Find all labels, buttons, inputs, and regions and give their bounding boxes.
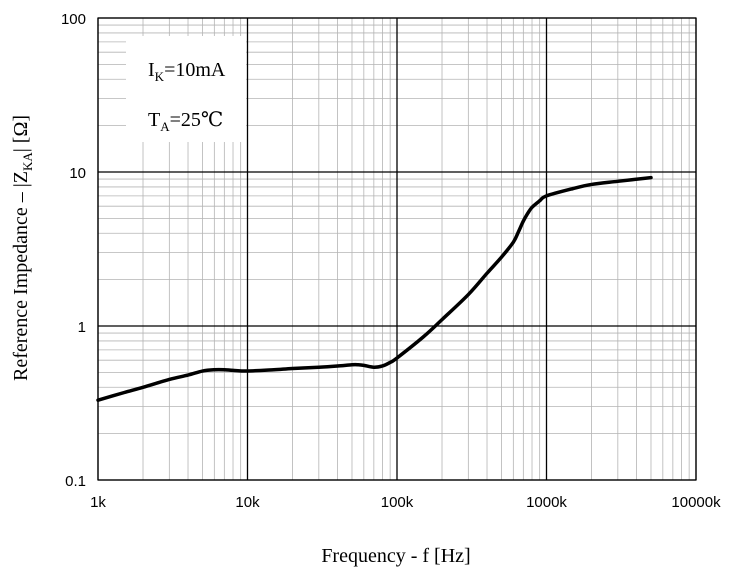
x-tick-label: 1000k	[526, 494, 567, 511]
plot-frame	[97, 17, 697, 481]
annotation-temperature: TA=25℃	[148, 109, 223, 134]
impedance-curve	[96, 175, 653, 402]
x-tick-label: 100k	[381, 494, 414, 511]
x-tick-label: 10k	[235, 494, 260, 511]
y-tick-label: 10	[69, 165, 86, 182]
x-axis-title: Frequency - f [Hz]	[321, 545, 470, 567]
x-tick-label: 1k	[90, 494, 106, 511]
annotation-current: IK=10mA	[148, 59, 226, 84]
y-axis-title: Reference Impedance – |ZKA| [Ω]	[10, 115, 35, 381]
x-tick-label: 10000k	[671, 494, 721, 511]
y-tick-label: 0.1	[65, 473, 86, 490]
y-tick-label: 1	[78, 319, 86, 336]
legend-box	[126, 36, 246, 142]
y-tick-labels: 0.1 1 10 100	[61, 11, 86, 490]
y-tick-label: 100	[61, 11, 86, 28]
x-tick-labels: 1k 10k 100k 1000k 10000k	[90, 494, 721, 511]
